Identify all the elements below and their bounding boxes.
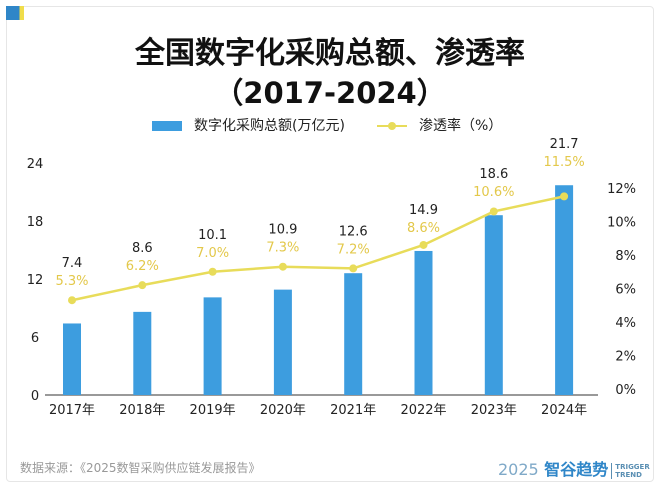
x-axis-tick: 2017年 <box>49 403 95 418</box>
legend-bar: 数字化采购总额(万亿元) <box>152 115 345 135</box>
line-value-label: 7.3% <box>266 241 299 256</box>
bar <box>414 250 433 395</box>
right-axis-tick: 4% <box>615 316 636 331</box>
right-axis-tick: 10% <box>607 216 636 231</box>
legend-bar-swatch <box>152 121 182 131</box>
right-axis-tick: 2% <box>615 350 636 365</box>
bar <box>555 185 574 395</box>
legend-line: 渗透率（%） <box>377 115 502 135</box>
x-axis-tick: 2023年 <box>471 403 517 418</box>
line-value-label: 11.5% <box>543 155 584 170</box>
bar-value-label: 7.4 <box>62 256 83 271</box>
line-point <box>278 262 287 271</box>
left-axis-tick: 0 <box>31 389 39 404</box>
legend-line-swatch <box>377 122 407 130</box>
legend-bar-label: 数字化采购总额(万亿元) <box>194 118 345 134</box>
line-point <box>138 281 147 290</box>
line-value-label: 8.6% <box>407 221 440 236</box>
left-axis-tick: 24 <box>27 157 44 172</box>
line-value-label: 10.6% <box>473 185 514 200</box>
line-series <box>71 195 565 302</box>
chart-subtitle: （2017-2024） <box>214 76 446 110</box>
line-point <box>349 264 358 273</box>
line-value-label: 7.0% <box>196 246 229 261</box>
bar-value-label: 14.9 <box>409 203 438 218</box>
left-axis-tick: 18 <box>27 215 44 230</box>
line-point <box>560 192 569 201</box>
corner-decoration <box>6 6 24 20</box>
bar <box>344 273 363 395</box>
line-point <box>489 207 498 216</box>
x-axis-tick: 2024年 <box>541 403 587 418</box>
right-axis-tick: 8% <box>615 249 636 264</box>
line-point <box>419 240 428 249</box>
card-border <box>6 6 654 482</box>
bar-value-label: 10.1 <box>198 228 227 243</box>
bar-value-label: 8.6 <box>132 241 153 256</box>
left-axis-tick: 12 <box>27 273 44 288</box>
line-point <box>208 267 217 276</box>
bar-value-label: 12.6 <box>339 224 368 239</box>
bar <box>273 289 292 395</box>
bar <box>484 215 503 395</box>
x-axis-tick: 2021年 <box>330 403 376 418</box>
bar <box>63 323 81 395</box>
left-axis-tick: 6 <box>31 331 39 346</box>
line-value-label: 5.3% <box>55 274 88 289</box>
bar <box>203 297 222 395</box>
bar-value-label: 18.6 <box>479 167 508 182</box>
right-axis-tick: 12% <box>607 182 636 197</box>
chart-title: 全国数字化采购总额、渗透率 <box>135 36 525 71</box>
x-axis-tick: 2019年 <box>190 403 236 418</box>
x-axis-tick: 2022年 <box>400 403 446 418</box>
x-axis-tick: 2018年 <box>119 403 165 418</box>
brand-logo: 2025 智谷趋势 TRIGGER TREND <box>498 460 650 479</box>
line-value-label: 6.2% <box>126 259 159 274</box>
bar-value-label: 21.7 <box>550 137 579 152</box>
right-axis-tick: 6% <box>615 283 636 298</box>
x-axis-tick: 2020年 <box>260 403 306 418</box>
line-point <box>68 296 76 305</box>
bar <box>133 311 152 395</box>
line-value-label: 7.2% <box>337 242 370 257</box>
right-axis-tick: 0% <box>615 383 636 398</box>
bar-value-label: 10.9 <box>268 223 297 238</box>
source-note: 数据来源：《2025数智采购供应链发展报告》 <box>20 461 261 475</box>
legend-line-label: 渗透率（%） <box>419 118 503 134</box>
